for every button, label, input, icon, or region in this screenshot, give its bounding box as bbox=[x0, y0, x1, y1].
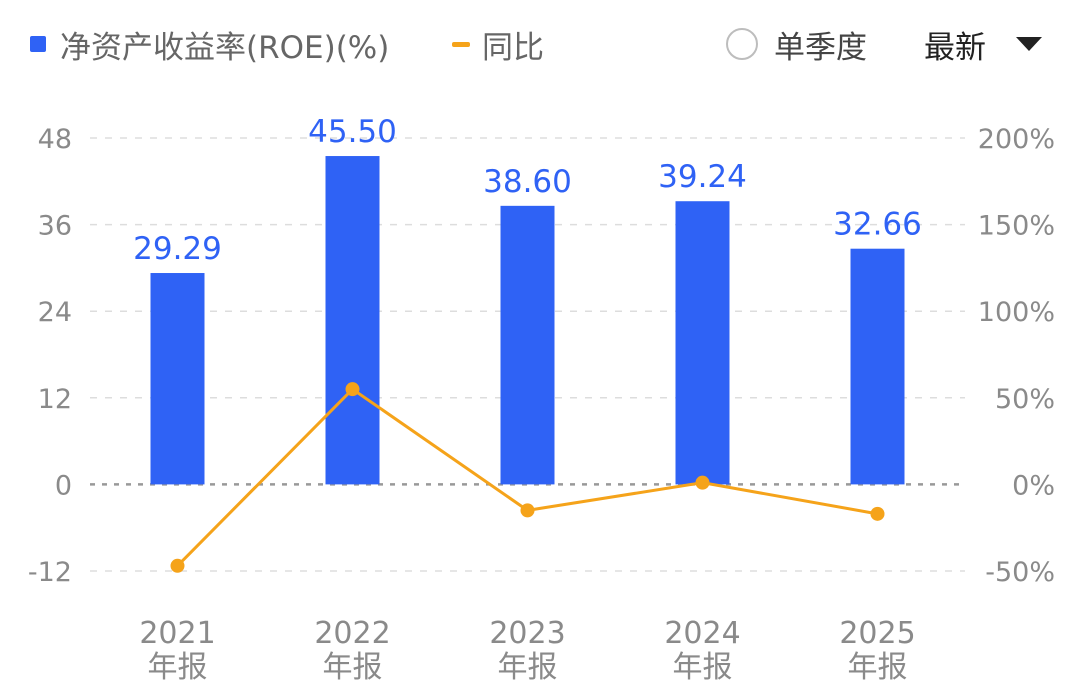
yoy-point bbox=[695, 475, 710, 490]
y-left-tick-label: 0 bbox=[55, 470, 72, 501]
legend-roe[interactable]: 净资产收益率(ROE)(%) bbox=[30, 22, 389, 66]
y-right-tick-label: 100% bbox=[978, 297, 1055, 328]
y-left-tick-label: 36 bbox=[38, 211, 72, 242]
yoy-point bbox=[345, 382, 360, 397]
bar-value-label: 45.50 bbox=[308, 114, 397, 150]
bar-value-label: 38.60 bbox=[483, 164, 572, 200]
y-left-tick-label: -12 bbox=[28, 557, 72, 588]
x-tick-label: 2024 年报 bbox=[664, 616, 740, 685]
y-right-tick-label: 150% bbox=[978, 211, 1055, 242]
legend-yoy-label: 同比 bbox=[482, 29, 544, 66]
legend-yoy[interactable]: 同比 bbox=[452, 22, 544, 66]
single-quarter-toggle[interactable]: 单季度 bbox=[726, 22, 867, 66]
y-right-tick-label: -50% bbox=[985, 557, 1055, 588]
roe-bar bbox=[850, 248, 905, 485]
single-quarter-label: 单季度 bbox=[774, 29, 867, 66]
yoy-point bbox=[170, 558, 185, 573]
roe-bar bbox=[675, 201, 730, 485]
x-tick-label: 2023 年报 bbox=[489, 616, 565, 685]
x-tick-label: 2021 年报 bbox=[139, 616, 215, 685]
legend-line-swatch-icon bbox=[452, 41, 470, 47]
bar-value-label: 39.24 bbox=[658, 159, 747, 195]
period-selected-value: 最新 bbox=[924, 29, 986, 66]
axis-labels: 48 36 24 12 0 -12 200% 150% 100% 50% 0% -50% 29.29 45… bbox=[28, 114, 1055, 685]
yoy-line bbox=[170, 382, 885, 573]
x-tick-label: 2022 年报 bbox=[314, 616, 390, 685]
bar-value-label: 29.29 bbox=[133, 231, 222, 267]
bars bbox=[150, 156, 905, 485]
x-tick-label: 2025 年报 bbox=[839, 616, 915, 685]
roe-bar bbox=[325, 156, 380, 485]
legend-roe-label: 净资产收益率(ROE)(%) bbox=[60, 29, 390, 66]
legend-bar-swatch-icon bbox=[30, 36, 46, 52]
roe-bar bbox=[500, 205, 555, 485]
y-left-tick-label: 24 bbox=[38, 297, 72, 328]
caret-down-icon[interactable] bbox=[1016, 37, 1042, 51]
y-left-tick-label: 48 bbox=[38, 124, 72, 155]
roe-bar bbox=[150, 273, 205, 485]
yoy-point bbox=[520, 503, 535, 518]
y-right-tick-label: 200% bbox=[978, 124, 1055, 155]
yoy-point bbox=[870, 506, 885, 521]
y-right-tick-label: 50% bbox=[995, 384, 1055, 415]
radio-circle-icon[interactable] bbox=[726, 28, 758, 60]
y-right-tick-label: 0% bbox=[1012, 470, 1055, 501]
bar-value-label: 32.66 bbox=[833, 207, 922, 243]
period-dropdown[interactable]: 最新 bbox=[924, 22, 1042, 66]
y-left-tick-label: 12 bbox=[38, 384, 72, 415]
chart-header: 净资产收益率(ROE)(%) 同比 单季度 最新 bbox=[0, 0, 1080, 90]
